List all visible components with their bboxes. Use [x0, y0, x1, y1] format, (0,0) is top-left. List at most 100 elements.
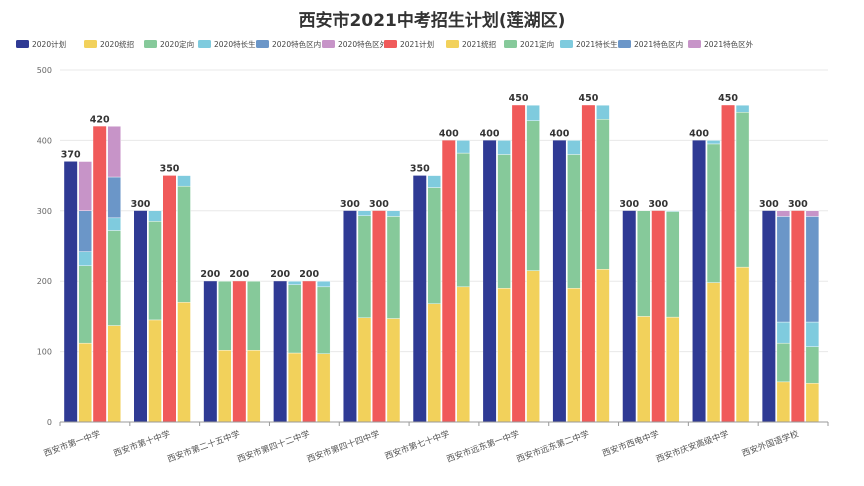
bar-segment-2021统招[interactable] — [107, 325, 121, 423]
bar-segment-2020定向[interactable] — [287, 284, 302, 354]
bar-2021-plan[interactable] — [232, 281, 246, 422]
bar-segment-2020定向[interactable] — [497, 154, 511, 289]
bar-segment-2020统招[interactable] — [218, 349, 232, 423]
bar-2020-plan[interactable] — [134, 210, 148, 422]
bar-segment-2021特长生[interactable] — [526, 104, 540, 121]
bar-segment-2021定向[interactable] — [666, 211, 680, 318]
legend-item[interactable]: 2020特色区内 — [256, 39, 321, 49]
bar-segment-2021统招[interactable] — [247, 349, 261, 423]
bar-segment-2020统招[interactable] — [427, 303, 441, 423]
bar-segment-2021特长生[interactable] — [805, 321, 820, 347]
legend-item[interactable]: 2021特色区外 — [688, 39, 754, 49]
legend-item[interactable]: 2020计划 — [16, 39, 66, 49]
bar-2021-plan[interactable] — [721, 105, 735, 422]
bar-segment-2021特色区外[interactable] — [107, 126, 121, 178]
bar-segment-2020特色区外[interactable] — [78, 161, 92, 212]
bar-2021-plan[interactable] — [163, 175, 177, 422]
bar-2020-plan[interactable] — [273, 281, 287, 422]
bar-2020-plan[interactable] — [552, 140, 566, 422]
bar-2020-plan[interactable] — [622, 210, 636, 422]
bar-segment-2020定向[interactable] — [637, 210, 651, 317]
bar-segment-2021特长生[interactable] — [386, 210, 401, 217]
bar-segment-2020统招[interactable] — [776, 381, 791, 423]
bar-segment-2020特长生[interactable] — [148, 210, 162, 222]
bar-2020-plan[interactable] — [762, 210, 776, 422]
bar-2020-plan[interactable] — [413, 175, 427, 422]
bar-segment-2021定向[interactable] — [596, 119, 610, 270]
legend-item[interactable]: 2021计划 — [384, 39, 434, 49]
bar-segment-2021特长生[interactable] — [107, 217, 121, 231]
bar-segment-2021统招[interactable] — [526, 270, 540, 423]
bar-segment-2020统招[interactable] — [287, 352, 302, 423]
bar-segment-2020统招[interactable] — [706, 282, 721, 423]
bar-2021-plan[interactable] — [442, 140, 456, 422]
bar-2020-plan[interactable] — [203, 281, 217, 422]
bar-2021-plan[interactable] — [651, 210, 665, 422]
bar-segment-2021统招[interactable] — [177, 302, 191, 423]
bar-segment-2020定向[interactable] — [776, 342, 791, 383]
bar-segment-2021定向[interactable] — [247, 281, 261, 351]
bar-segment-2021特色区内[interactable] — [107, 176, 121, 219]
bar-segment-2021定向[interactable] — [735, 112, 750, 268]
bar-2021-plan[interactable] — [93, 126, 107, 422]
bar-segment-2021特长生[interactable] — [735, 104, 750, 113]
bar-segment-2020特长生[interactable] — [776, 321, 791, 344]
bar-2021-plan[interactable] — [581, 105, 595, 422]
bar-segment-2020特长生[interactable] — [497, 140, 511, 155]
bar-segment-2020统招[interactable] — [357, 317, 372, 423]
bar-segment-2021特长生[interactable] — [316, 281, 331, 288]
legend-item[interactable]: 2020特色区外 — [322, 39, 388, 49]
bar-segment-2020特长生[interactable] — [287, 281, 302, 285]
bar-segment-2020定向[interactable] — [357, 215, 372, 319]
bar-segment-2020定向[interactable] — [706, 143, 721, 283]
legend-item[interactable]: 2020统招 — [84, 39, 134, 49]
bar-segment-2021特长生[interactable] — [596, 104, 610, 120]
bar-2020-plan[interactable] — [483, 140, 497, 422]
bar-segment-2020定向[interactable] — [567, 154, 581, 289]
legend-item[interactable]: 2021统招 — [446, 39, 496, 49]
bar-segment-2021定向[interactable] — [805, 346, 820, 384]
bar-segment-2021定向[interactable] — [107, 230, 121, 326]
bar-segment-2020特长生[interactable] — [706, 140, 721, 145]
bar-segment-2021定向[interactable] — [386, 216, 401, 319]
bar-segment-2020定向[interactable] — [427, 187, 441, 304]
legend-item[interactable]: 2020定向 — [144, 39, 194, 49]
bar-segment-2021统招[interactable] — [735, 266, 750, 423]
bar-segment-2020统招[interactable] — [497, 288, 511, 423]
bar-2020-plan[interactable] — [343, 210, 357, 422]
bar-2021-plan[interactable] — [791, 210, 805, 422]
bar-segment-2021统招[interactable] — [666, 316, 680, 423]
legend-item[interactable]: 2020特长生 — [198, 39, 256, 49]
bar-segment-2020统招[interactable] — [78, 342, 92, 423]
bar-2021-plan[interactable] — [372, 210, 386, 422]
bar-2020-plan[interactable] — [692, 140, 706, 422]
bar-segment-2020特长生[interactable] — [357, 210, 372, 216]
legend-item[interactable]: 2021定向 — [504, 39, 554, 49]
bar-segment-2021特长生[interactable] — [177, 175, 191, 187]
bar-segment-2020定向[interactable] — [218, 281, 232, 351]
bar-segment-2020特长生[interactable] — [567, 140, 581, 155]
bar-segment-2021统招[interactable] — [596, 269, 610, 423]
bar-segment-2020统招[interactable] — [148, 319, 162, 423]
bar-2020-plan[interactable] — [64, 161, 78, 422]
bar-segment-2020定向[interactable] — [78, 265, 92, 344]
bar-segment-2020特色区内[interactable] — [776, 216, 791, 323]
bar-segment-2021特长生[interactable] — [666, 210, 680, 212]
bar-segment-2021统招[interactable] — [805, 383, 820, 423]
bar-segment-2020统招[interactable] — [567, 288, 581, 423]
bar-segment-2021定向[interactable] — [456, 152, 470, 288]
bar-segment-2021定向[interactable] — [526, 120, 540, 271]
bar-2021-plan[interactable] — [512, 105, 526, 422]
bar-segment-2020统招[interactable] — [637, 316, 651, 423]
bar-segment-2020特长生[interactable] — [78, 251, 92, 266]
bar-2021-plan[interactable] — [302, 281, 316, 422]
legend-item[interactable]: 2021特色区内 — [618, 39, 683, 49]
bar-segment-2021统招[interactable] — [456, 286, 470, 423]
bar-segment-2021特色区外[interactable] — [805, 210, 820, 217]
legend-item[interactable]: 2021特长生 — [560, 39, 618, 49]
bar-segment-2021统招[interactable] — [316, 353, 331, 423]
bar-segment-2020特色区外[interactable] — [776, 210, 791, 217]
bar-segment-2021定向[interactable] — [177, 185, 191, 303]
bar-segment-2020特长生[interactable] — [427, 175, 441, 188]
bar-segment-2020特色区内[interactable] — [78, 210, 92, 252]
